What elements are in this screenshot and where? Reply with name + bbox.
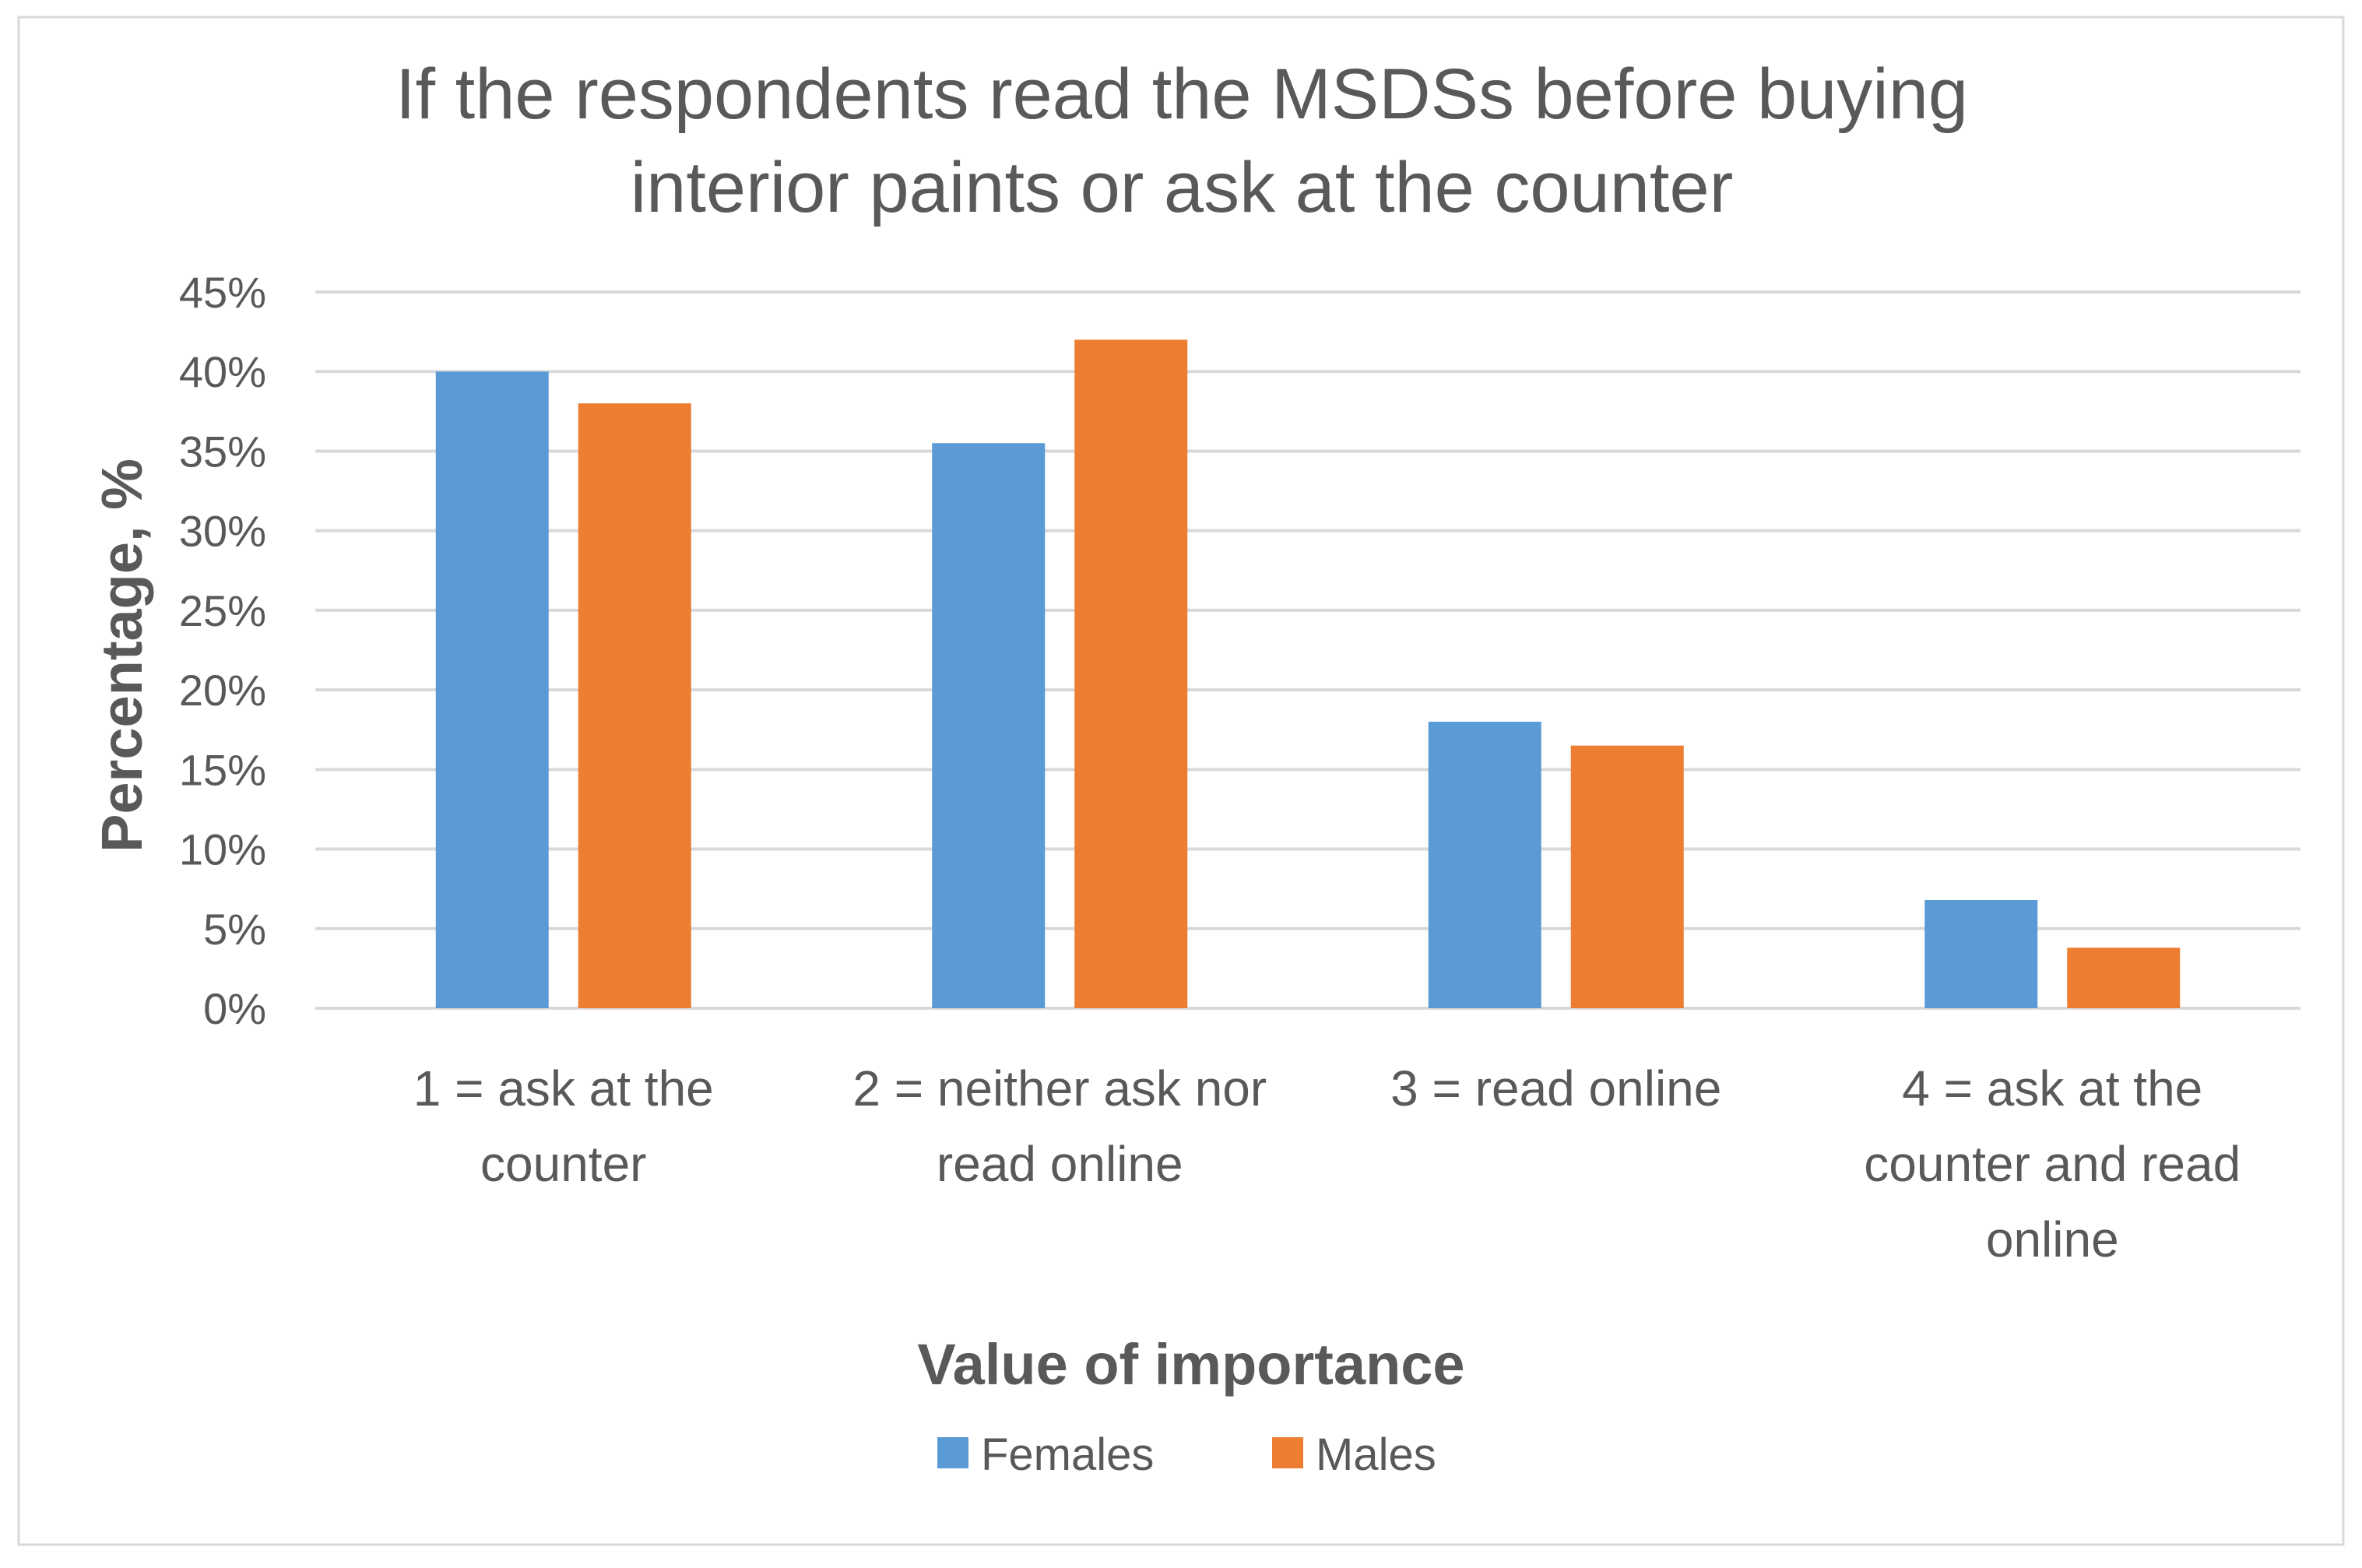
y-tick-label: 25%: [179, 586, 266, 635]
bar-females-2: [932, 443, 1046, 1008]
legend-label-females: Females: [981, 1429, 1154, 1480]
x-category-label: counter: [480, 1136, 646, 1192]
y-tick-label: 15%: [179, 745, 266, 794]
y-tick-label: 0%: [203, 984, 266, 1033]
bar-males-3: [1570, 745, 1684, 1008]
y-tick-label: 45%: [179, 268, 266, 317]
x-axis-categories: 1 = ask at the counter 2 = neither ask nor…: [413, 1060, 2241, 1267]
y-tick-label: 20%: [179, 666, 266, 715]
legend-swatch-females: [937, 1437, 968, 1468]
bars: [435, 339, 2181, 1008]
y-axis-ticks: 0% 5% 10% 15% 20% 25% 30% 35% 40% 45%: [179, 268, 266, 1033]
legend-label-males: Males: [1316, 1429, 1436, 1480]
y-axis-title: Percentage, %: [90, 459, 154, 853]
y-tick-label: 40%: [179, 347, 266, 396]
bar-females-3: [1428, 722, 1541, 1008]
y-tick-label: 5%: [203, 905, 266, 954]
x-category-label: 4 = ask at the: [1902, 1060, 2202, 1116]
bar-females-4: [1924, 899, 2038, 1008]
bar-males-4: [2067, 947, 2181, 1008]
chart-title-line-1: If the respondents read the MSDSs before…: [395, 54, 1968, 134]
chart-title-line-2: interior paints or ask at the counter: [631, 148, 1734, 227]
bar-males-2: [1074, 339, 1188, 1008]
x-category-label: counter and read: [1864, 1136, 2241, 1192]
y-tick-label: 35%: [179, 427, 266, 476]
x-category-label: online: [1986, 1211, 2119, 1267]
x-category-label: read online: [937, 1136, 1183, 1192]
bar-females-1: [435, 371, 549, 1008]
y-tick-label: 10%: [179, 825, 266, 874]
x-category-label: 2 = neither ask nor: [852, 1060, 1267, 1116]
x-category-label: 3 = read online: [1390, 1060, 1721, 1116]
legend: Females Males: [937, 1429, 1436, 1480]
x-category-label: 1 = ask at the: [413, 1060, 714, 1116]
x-axis-title: Value of importance: [917, 1332, 1464, 1397]
legend-swatch-males: [1272, 1437, 1303, 1468]
bar-males-1: [578, 403, 691, 1008]
y-tick-label: 30%: [179, 507, 266, 556]
